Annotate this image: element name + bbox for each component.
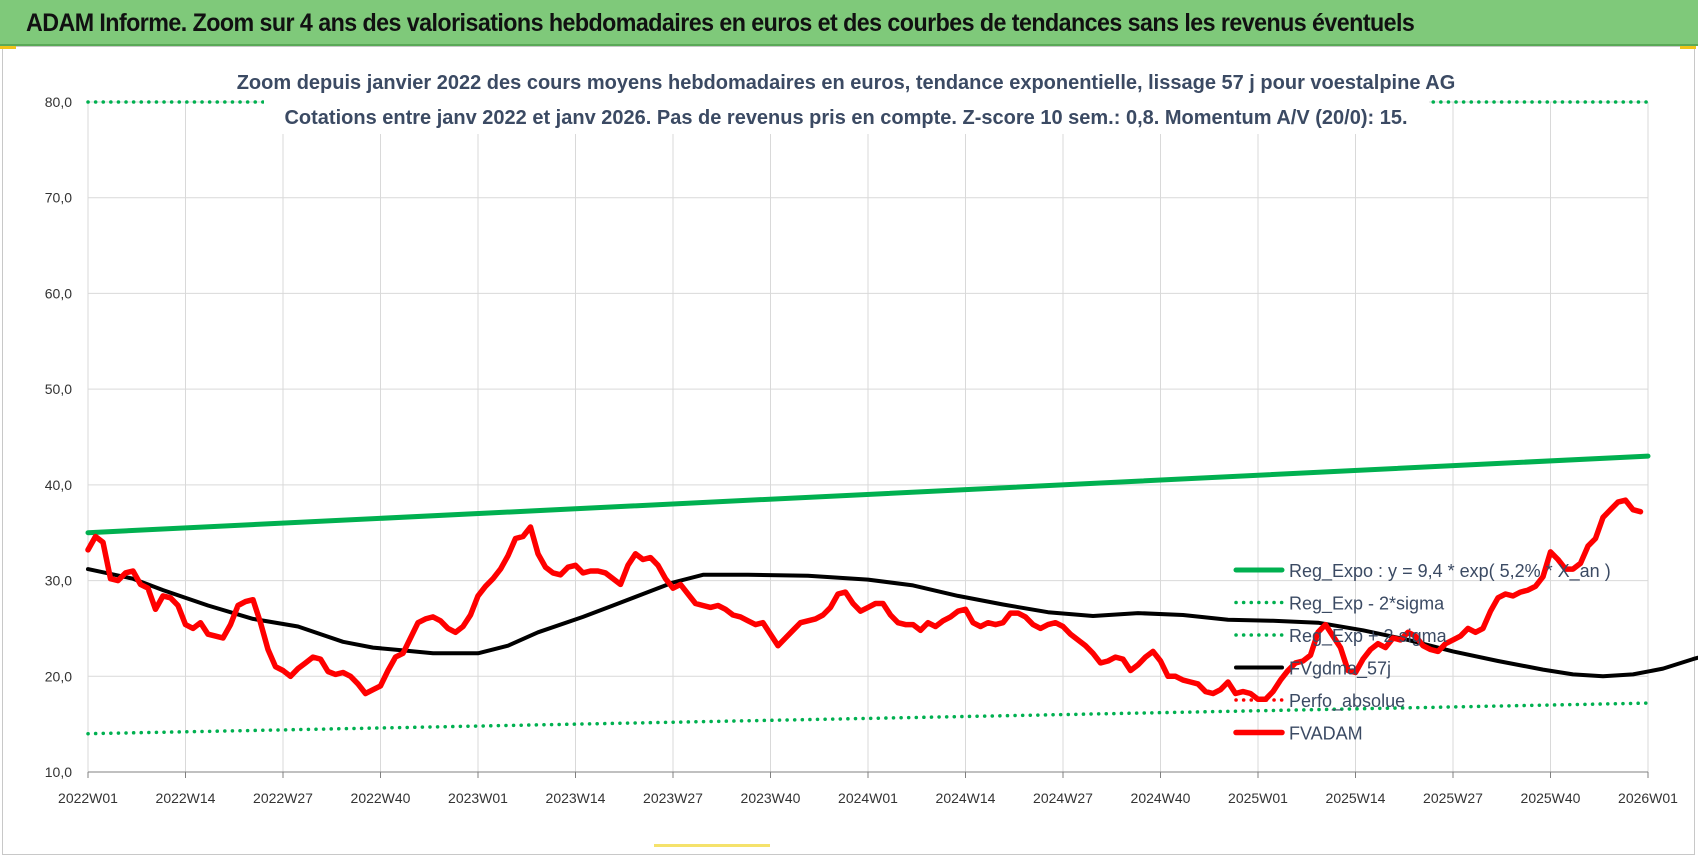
y-tick-label: 50,0 (45, 381, 72, 397)
series-line-fvadam (85, 497, 1644, 703)
x-tick-label: 2024W14 (936, 790, 996, 806)
subtitle-background (264, 64, 1429, 134)
x-tick-label: 2023W01 (448, 790, 508, 806)
y-tick-label: 80,0 (45, 94, 72, 110)
x-tick-label: 2025W40 (1521, 790, 1581, 806)
legend-label: FVgdma_57j (1289, 659, 1391, 680)
y-tick-label: 60,0 (45, 285, 72, 301)
legend-label: FVADAM (1289, 724, 1363, 744)
x-tick-label: 2022W14 (156, 790, 216, 806)
y-tick-label: 20,0 (45, 668, 72, 684)
x-tick-label: 2026W01 (1618, 790, 1678, 806)
chart-title-line-2: Cotations entre janv 2022 et janv 2026. … (284, 107, 1407, 129)
legend-label: Reg_Expo : y = 9,4 * exp( 5,2% * X_an ) (1289, 561, 1611, 582)
grid (87, 101, 1649, 778)
x-tick-label: 2023W27 (643, 790, 703, 806)
corner-mark-bottom (654, 844, 770, 847)
x-tick-label: 2022W27 (253, 790, 313, 806)
y-tick-label: 30,0 (45, 573, 72, 589)
corner-mark-right (1680, 46, 1696, 49)
y-tick-label: 40,0 (45, 477, 72, 493)
x-tick-label: 2023W40 (741, 790, 801, 806)
series-layer (85, 100, 1698, 736)
y-tick-label: 70,0 (45, 190, 72, 206)
series-line-reg-exp (86, 701, 1650, 736)
y-tick-label: 10,0 (45, 764, 72, 780)
chart-frame (2, 46, 1695, 855)
y-axis-ticks: 10,0 20,0 30,0 40,0 50,0 60,0 70,0 80,0 (45, 94, 72, 780)
chart-title-line-1: Zoom depuis janvier 2022 des cours moyen… (237, 72, 1456, 94)
corner-mark-left (0, 46, 16, 49)
x-tick-label: 2022W01 (58, 790, 118, 806)
x-tick-label: 2022W40 (351, 790, 411, 806)
series-line-reg-expo (85, 453, 1651, 536)
header-title: ADAM Informe. Zoom sur 4 ans des valoris… (26, 9, 1415, 37)
x-tick-label: 2023W14 (546, 790, 606, 806)
x-tick-label: 2025W27 (1423, 790, 1483, 806)
x-axis-ticks: 2022W01 2022W14 2022W27 2022W40 2023W01 2023W… (58, 790, 1678, 806)
legend-label: Perfo_absolue (1289, 691, 1405, 712)
x-tick-label: 2024W01 (838, 790, 898, 806)
legend-label: Reg_Exp + 2 sigma (1289, 626, 1448, 647)
x-tick-label: 2024W27 (1033, 790, 1093, 806)
x-tick-label: 2025W14 (1326, 790, 1386, 806)
x-tick-label: 2024W40 (1131, 790, 1191, 806)
header-banner: ADAM Informe. Zoom sur 4 ans des valoris… (0, 0, 1698, 46)
legend: Reg_Expo : y = 9,4 * exp( 5,2% * X_an ) R… (1233, 561, 1611, 744)
legend-label: Reg_Exp - 2*sigma (1289, 594, 1445, 615)
series-line-fvgdma-57j (86, 567, 1698, 679)
x-tick-label: 2025W01 (1228, 790, 1288, 806)
